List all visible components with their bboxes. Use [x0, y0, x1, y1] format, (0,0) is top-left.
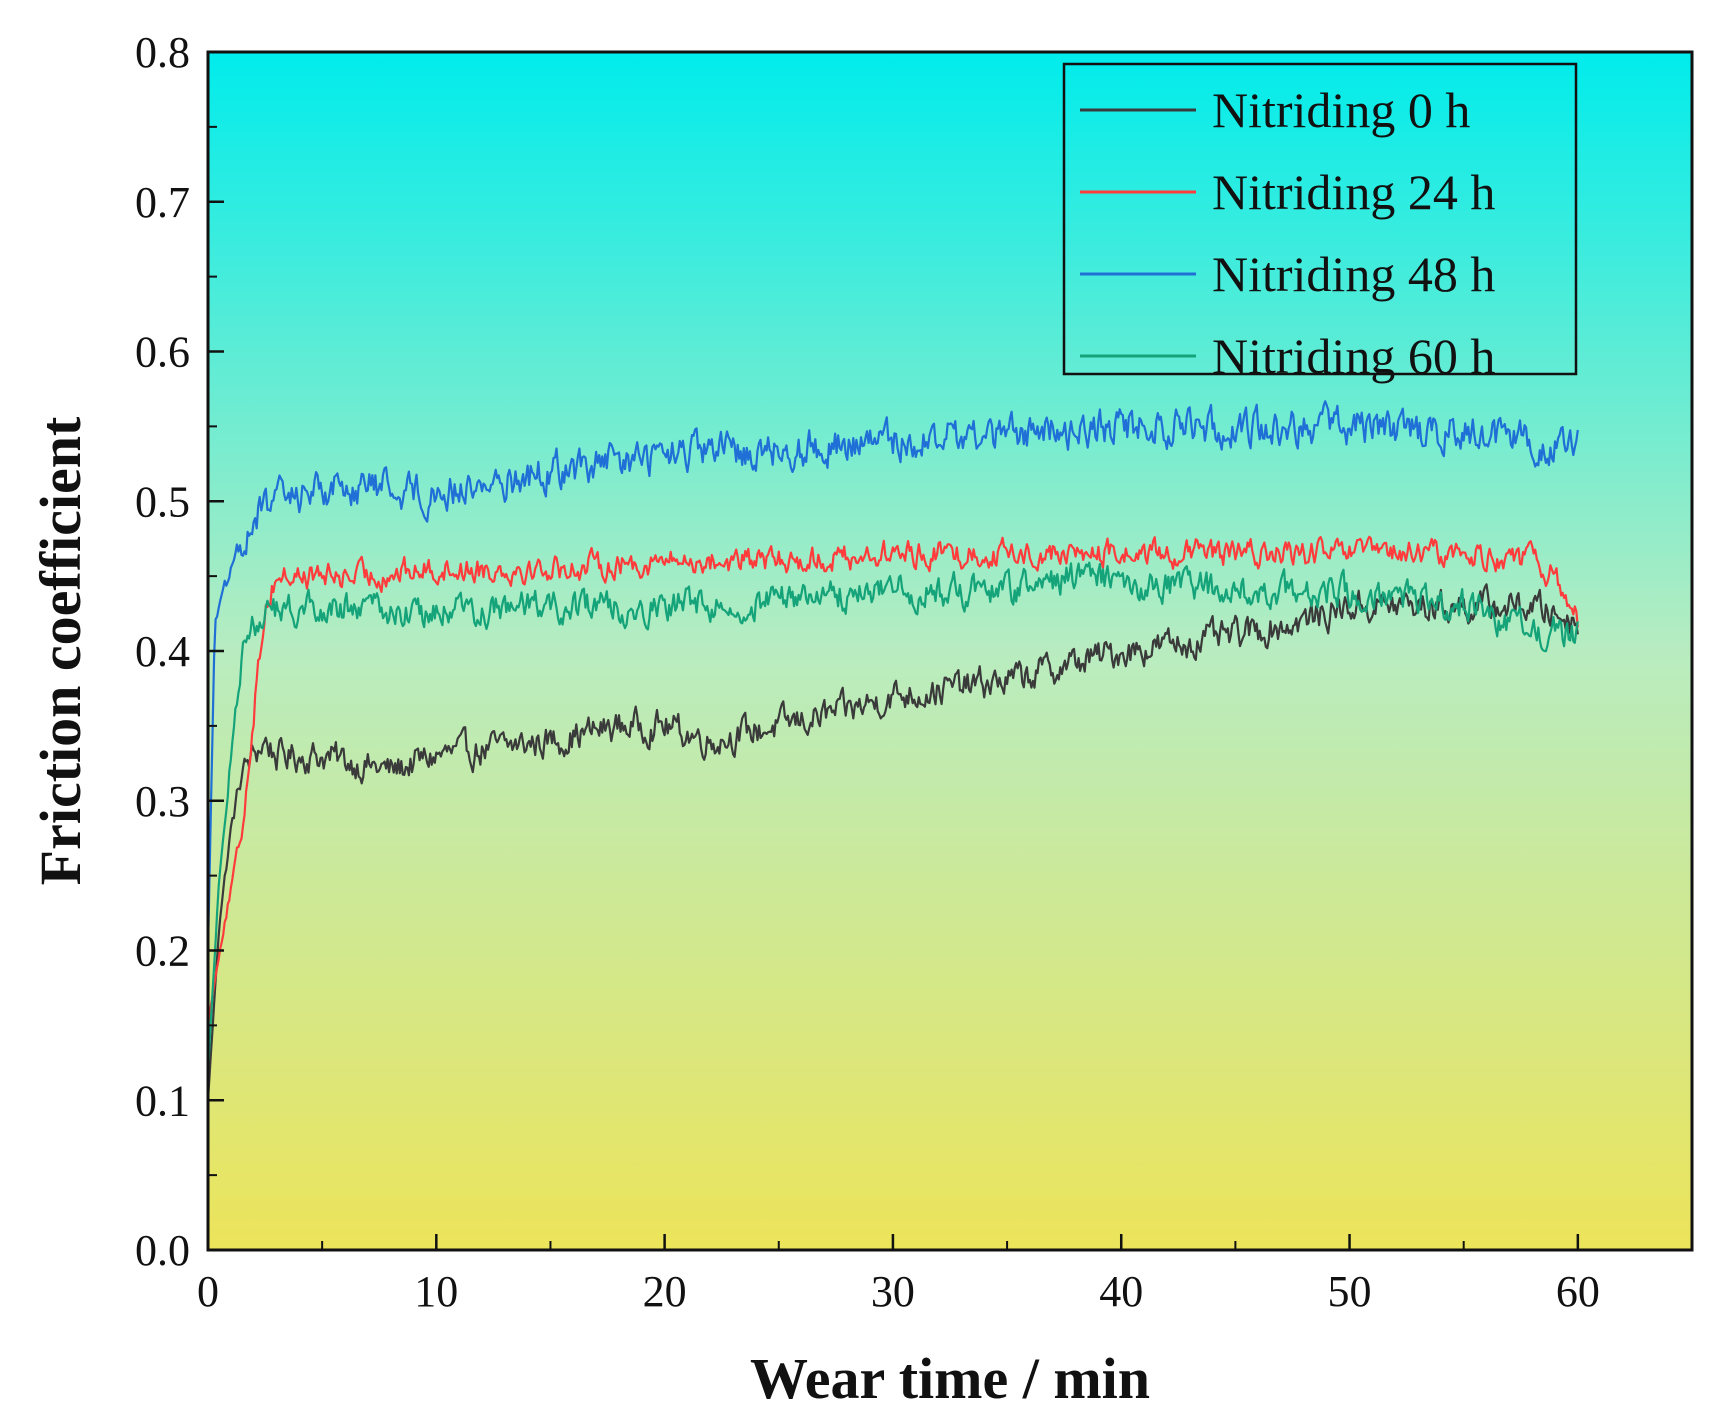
x-tick-label: 10	[414, 1267, 458, 1316]
legend-label: Nitriding 24 h	[1212, 164, 1495, 220]
plot-background	[208, 52, 1692, 1250]
y-tick-label: 0.3	[135, 777, 190, 826]
x-axis: 0 10 20 30 40 50 60	[197, 1234, 1600, 1316]
series-line-nitriding-0-h	[208, 583, 1579, 1101]
y-axis-title: Friction coefficient	[28, 416, 93, 885]
x-tick-label: 20	[643, 1267, 687, 1316]
y-tick-label: 0.7	[135, 178, 190, 227]
y-tick-label: 0.8	[135, 28, 190, 77]
x-tick-label: 40	[1099, 1267, 1143, 1316]
series-line-nitriding-48-h	[208, 400, 1579, 951]
series-line-nitriding-24-h	[208, 535, 1579, 1026]
x-tick-label: 30	[871, 1267, 915, 1316]
y-tick-label: 0.5	[135, 477, 190, 526]
x-tick-label: 0	[197, 1267, 219, 1316]
legend-box	[1062, 62, 1578, 376]
y-tick-label: 0.4	[135, 627, 190, 676]
y-tick-label: 0.2	[135, 927, 190, 976]
legend-label: Nitriding 60 h	[1212, 328, 1495, 384]
series-line-nitriding-60-h	[208, 561, 1579, 1071]
legend-label: Nitriding 48 h	[1212, 246, 1495, 302]
series-layer	[208, 400, 1579, 1101]
x-tick-label: 60	[1556, 1267, 1600, 1316]
x-tick-label: 50	[1328, 1267, 1372, 1316]
y-tick-label: 0.1	[135, 1076, 190, 1125]
y-tick-label: 0.0	[135, 1226, 190, 1275]
y-tick-label: 0.6	[135, 328, 190, 377]
y-axis: 0.0 0.1 0.2 0.3 0.4 0.5 0.6 0.7 0.8	[135, 28, 224, 1275]
legend: Nitriding 0 h Nitriding 24 h Nitriding 48 …	[1062, 62, 1578, 384]
x-axis-title: Wear time / min	[750, 1346, 1150, 1411]
legend-label: Nitriding 0 h	[1212, 82, 1470, 138]
